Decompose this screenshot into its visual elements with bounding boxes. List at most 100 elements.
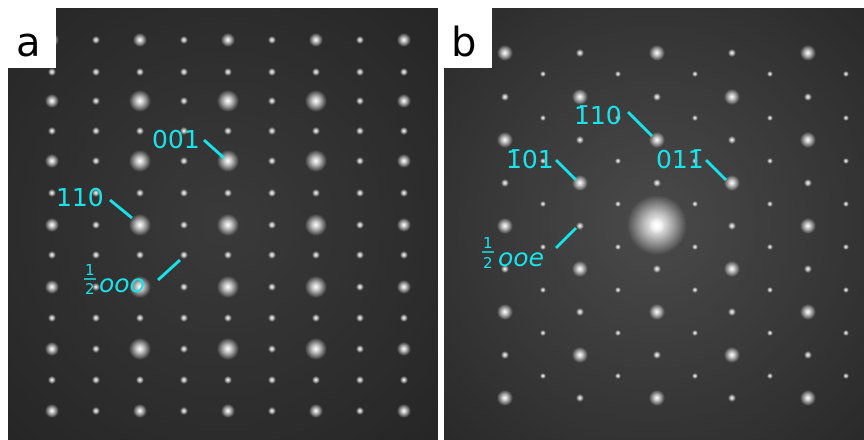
spot	[224, 251, 232, 259]
spot	[48, 314, 56, 322]
spot	[136, 127, 144, 135]
leader	[202, 138, 226, 160]
spot	[92, 127, 100, 135]
spot	[92, 36, 100, 44]
spot	[501, 179, 509, 187]
spot	[843, 71, 849, 77]
spot	[728, 222, 736, 230]
spot	[136, 189, 144, 197]
spot	[843, 158, 849, 164]
spot	[692, 201, 698, 207]
spot	[615, 244, 621, 250]
spot	[180, 251, 188, 259]
diffraction-spots	[45, 33, 849, 418]
spot	[397, 280, 411, 294]
spot	[843, 330, 849, 336]
spot	[767, 244, 773, 250]
spot	[692, 115, 698, 121]
spot	[217, 276, 239, 298]
spot	[356, 251, 364, 259]
spot	[627, 195, 687, 255]
spot	[356, 376, 364, 384]
spot	[356, 345, 364, 353]
spot	[133, 33, 147, 47]
spot	[692, 71, 698, 77]
spot	[356, 127, 364, 135]
spot	[136, 251, 144, 259]
spot	[268, 97, 276, 105]
spot	[224, 68, 232, 76]
spot	[48, 189, 56, 197]
spot	[356, 97, 364, 105]
spot	[400, 376, 408, 384]
spot	[268, 283, 276, 291]
spot	[724, 89, 740, 105]
spot	[800, 304, 816, 320]
spot	[692, 373, 698, 379]
fraction-denominator: 2	[85, 280, 95, 298]
spot	[92, 376, 100, 384]
spot	[224, 189, 232, 197]
spot	[540, 244, 546, 250]
leader	[156, 258, 182, 282]
spot	[180, 314, 188, 322]
spot	[305, 276, 327, 298]
spot	[48, 376, 56, 384]
spot	[312, 68, 320, 76]
spot	[692, 158, 698, 164]
spot	[305, 338, 327, 360]
spot	[268, 376, 276, 384]
spot	[572, 261, 588, 277]
spot	[653, 351, 661, 359]
spot	[576, 49, 584, 57]
spot	[133, 404, 147, 418]
spot	[649, 304, 665, 320]
spot	[728, 394, 736, 402]
spot	[576, 394, 584, 402]
spot	[45, 280, 59, 294]
spot	[576, 136, 584, 144]
spot	[767, 115, 773, 121]
spot	[45, 218, 59, 232]
spot	[843, 373, 849, 379]
panel-letter: a	[16, 20, 41, 66]
spot	[397, 154, 411, 168]
spot	[45, 342, 59, 356]
spot	[501, 265, 509, 273]
spot	[312, 376, 320, 384]
spot	[45, 154, 59, 168]
fraction-numerator: 1	[483, 234, 493, 252]
spot	[804, 265, 812, 273]
spot	[615, 330, 621, 336]
spot	[767, 330, 773, 336]
spot	[129, 150, 151, 172]
spot	[92, 251, 100, 259]
spot	[92, 189, 100, 197]
spot	[497, 390, 513, 406]
spot	[692, 244, 698, 250]
spot	[268, 189, 276, 197]
spot	[653, 265, 661, 273]
spot	[129, 276, 151, 298]
spot	[767, 158, 773, 164]
spot	[48, 68, 56, 76]
spot	[800, 390, 816, 406]
spot-label: ooe	[498, 243, 544, 272]
spot	[129, 214, 151, 236]
spot	[540, 115, 546, 121]
spot	[268, 68, 276, 76]
spot	[615, 115, 621, 121]
spot	[221, 404, 235, 418]
spot	[728, 49, 736, 57]
spot	[221, 33, 235, 47]
spot	[649, 132, 665, 148]
spot	[843, 115, 849, 121]
spot	[136, 376, 144, 384]
spot	[400, 127, 408, 135]
leader	[554, 226, 578, 250]
spot-label: 001	[152, 125, 200, 154]
spot	[728, 308, 736, 316]
spot	[497, 45, 513, 61]
spot	[804, 179, 812, 187]
leader	[554, 158, 578, 182]
